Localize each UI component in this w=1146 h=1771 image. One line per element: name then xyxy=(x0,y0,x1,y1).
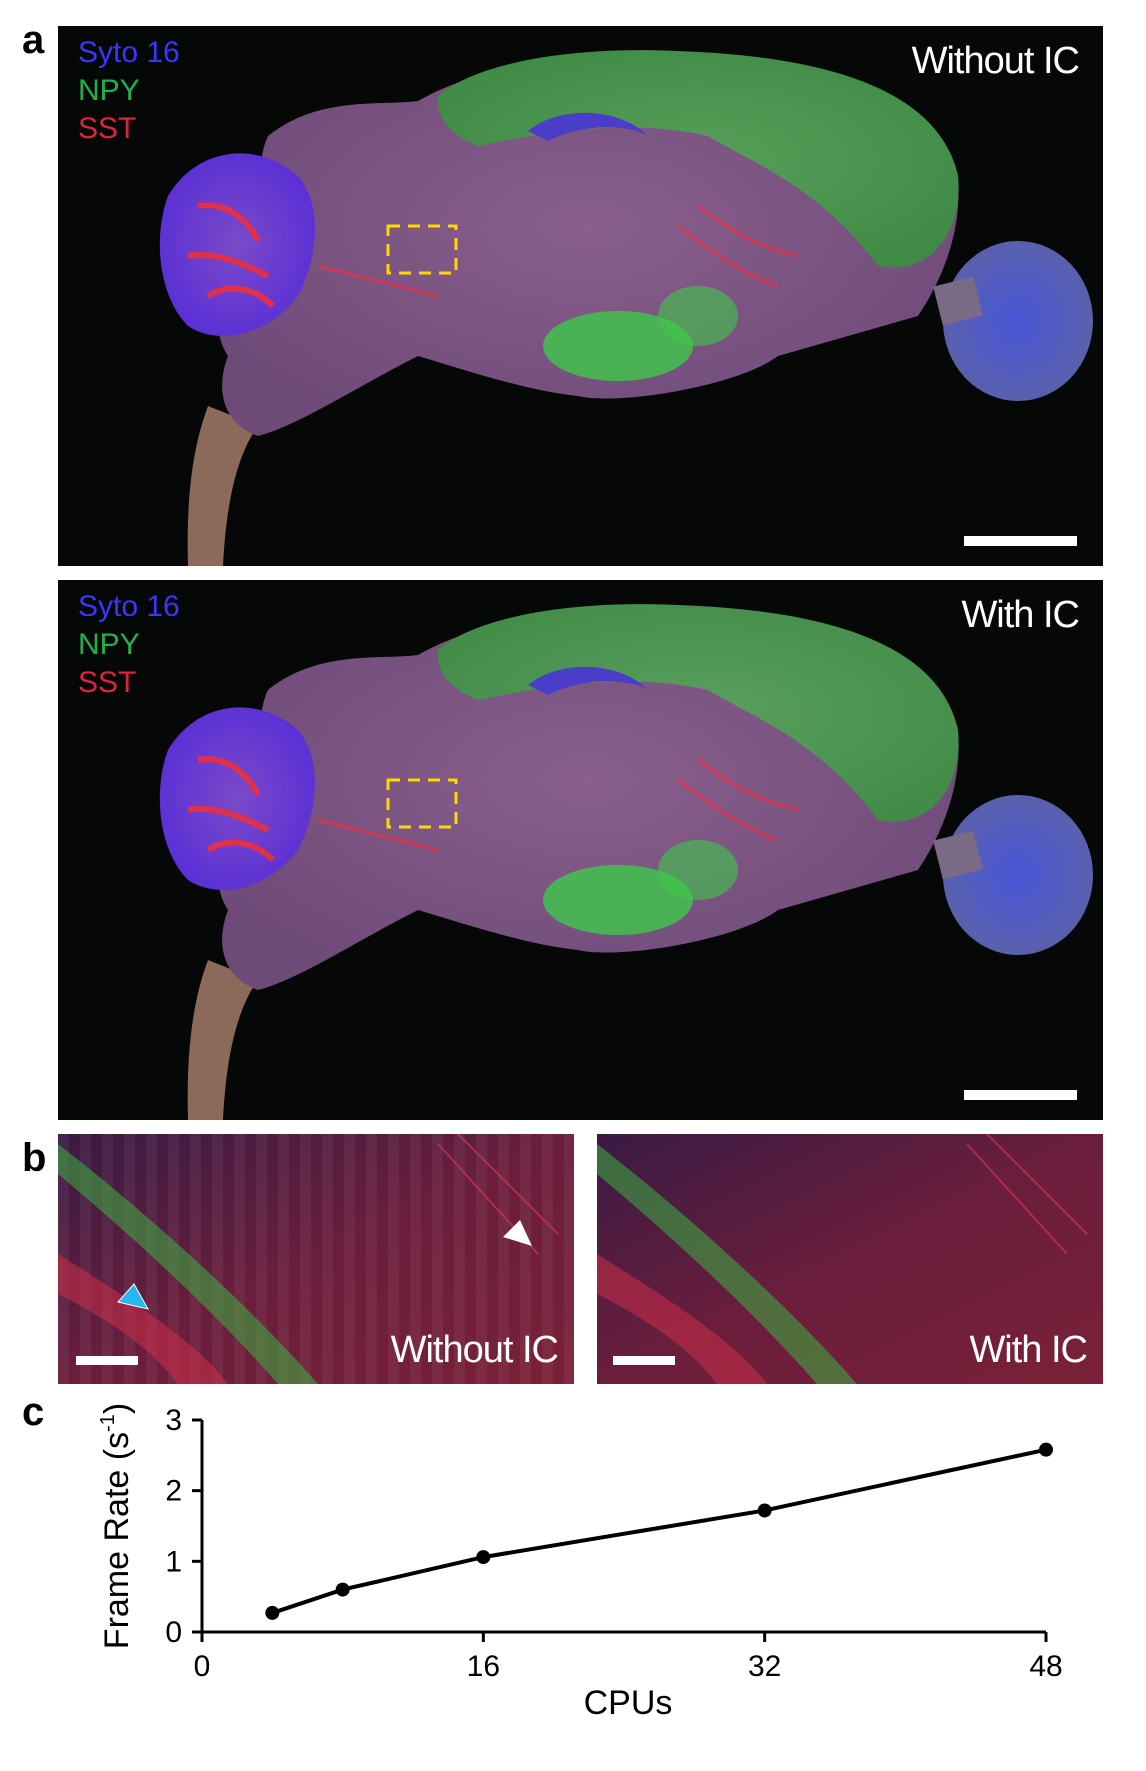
y-tick-label: 3 xyxy=(165,1404,182,1437)
zoom-image-without-ic: Without IC xyxy=(58,1134,574,1384)
x-tick-label: 48 xyxy=(1029,1650,1062,1683)
legend-syto16: Syto 16 xyxy=(78,36,180,69)
y-axis-label-main: Frame Rate (s xyxy=(98,1432,136,1649)
chart-marks xyxy=(265,1442,1053,1620)
scale-bar xyxy=(613,1356,675,1365)
series-line xyxy=(271,1447,1047,1615)
scale-bar xyxy=(964,536,1077,546)
y-axis-label-close: ) xyxy=(98,1403,136,1414)
brain-section-illustration xyxy=(159,50,1093,566)
brain-section-illustration xyxy=(159,604,1093,1120)
condition-label-with-ic: With IC xyxy=(961,594,1080,636)
panel-label-c: c xyxy=(22,1390,45,1434)
zoom-region-illustration xyxy=(58,1134,574,1384)
x-axis-label: CPUs xyxy=(584,1684,673,1722)
legend-npy: NPY xyxy=(78,74,140,107)
data-point xyxy=(265,1605,280,1620)
channel-legend: Syto 16 NPY SST xyxy=(78,588,180,702)
y-tick-label: 0 xyxy=(165,1616,182,1649)
y-axis-label: Frame Rate (s-1) xyxy=(97,1403,136,1649)
data-point xyxy=(1039,1442,1053,1457)
data-point xyxy=(757,1503,772,1518)
chart-axes: 0 16 32 48 0 1 2 3 xyxy=(165,1404,1062,1683)
panel-label-a: a xyxy=(22,18,45,62)
scale-bar xyxy=(76,1356,138,1365)
brain-image-without-ic: Syto 16 NPY SST Without IC xyxy=(58,26,1103,566)
legend-sst: SST xyxy=(78,666,137,699)
y-tick-label: 1 xyxy=(165,1545,182,1578)
x-tick-label: 32 xyxy=(748,1650,781,1683)
frame-rate-chart: 0 16 32 48 0 1 2 3 CPUs Frame Rate (s-1) xyxy=(97,1403,1063,1722)
legend-npy: NPY xyxy=(78,628,140,661)
x-tick-label: 0 xyxy=(194,1650,211,1683)
data-point xyxy=(476,1550,491,1565)
panel-label-b: b xyxy=(22,1136,47,1180)
zoom-label-without-ic: Without IC xyxy=(390,1329,559,1371)
condition-label-without-ic: Without IC xyxy=(911,40,1080,82)
x-tick-label: 16 xyxy=(467,1650,500,1683)
legend-syto16: Syto 16 xyxy=(78,590,180,623)
zoom-label-with-ic: With IC xyxy=(969,1329,1088,1371)
zoom-image-with-ic: With IC xyxy=(597,1134,1103,1384)
legend-sst: SST xyxy=(78,112,137,145)
scale-bar xyxy=(964,1090,1077,1100)
channel-legend: Syto 16 NPY SST xyxy=(78,34,180,148)
y-tick-label: 2 xyxy=(165,1475,182,1508)
y-axis-label-superscript: -1 xyxy=(97,1414,119,1432)
zoom-region-illustration xyxy=(597,1134,1103,1384)
data-point xyxy=(335,1582,350,1597)
brain-image-with-ic: Syto 16 NPY SST With IC xyxy=(58,580,1103,1120)
